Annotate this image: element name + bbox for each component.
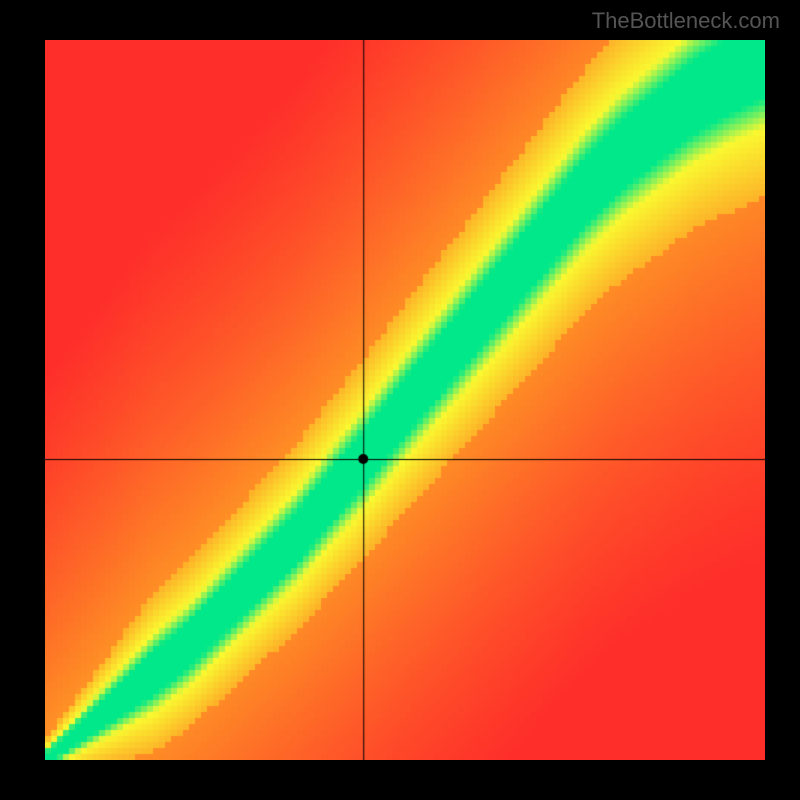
watermark-text: TheBottleneck.com xyxy=(592,8,780,34)
heatmap-plot xyxy=(45,40,765,760)
